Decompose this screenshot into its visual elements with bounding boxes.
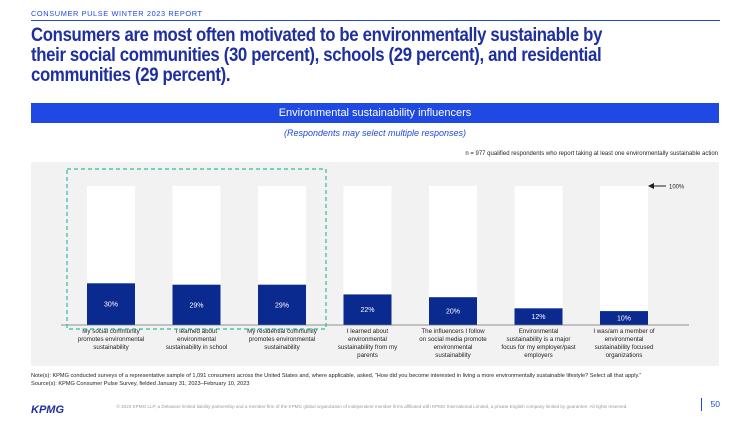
category-label: I learned about environmental sustainabili…: [338, 328, 398, 359]
footnote: Note(s): KPMG conducted surveys of a rep…: [31, 372, 641, 388]
category-label-line: The influencers I follow: [421, 328, 485, 335]
category-label-line: promotes environmental: [249, 336, 315, 343]
category-label-line: I learned about: [176, 328, 218, 335]
category-label-line: sustainability in school: [166, 344, 228, 351]
category-label: My social community promotes environmenta…: [78, 328, 144, 351]
category-label: I learned about environmental sustainabili…: [166, 328, 228, 351]
bar: [600, 311, 648, 325]
bar-track: [514, 186, 563, 325]
logo-text: KPMG: [31, 404, 64, 415]
category-label-line: sustainability: [93, 344, 129, 351]
bar-value-label: 20%: [446, 309, 460, 316]
footnote-note: Note(s): KPMG conducted surveys of a rep…: [31, 373, 642, 379]
reference-label: 100%: [669, 185, 685, 191]
bar-value-label: 29%: [189, 302, 203, 309]
category-label-line: environmental: [177, 336, 216, 343]
footnote-source: Source(s): KPMG Consumer Pulse Survey, f…: [31, 381, 250, 387]
category-label-line: sustainability focused: [595, 344, 654, 351]
bar-value-label: 22%: [360, 307, 374, 314]
bar: [514, 308, 563, 325]
category-label-line: sustainability is a major: [507, 336, 571, 343]
kpmg-logo: KPMG: [31, 402, 71, 420]
category-label-line: focus for my employer/past: [501, 344, 576, 351]
category-label-line: Environmental: [519, 328, 559, 335]
category-label-line: sustainability: [264, 344, 300, 351]
category-label: I was/am a member of environmental sustain…: [593, 328, 654, 359]
category-label-line: sustainability: [435, 352, 471, 359]
category-label-line: promotes environmental: [78, 336, 144, 343]
category-label: Environmental sustainability is a major fo…: [501, 328, 576, 359]
category-label-line: My social community: [82, 328, 140, 335]
category-label-line: My residential community: [247, 328, 318, 335]
bar: [343, 294, 392, 325]
category-label: My residential community promotes environ…: [247, 328, 318, 351]
bar: [172, 284, 221, 325]
chart-title-banner: Environmental sustainability influencers: [31, 103, 719, 123]
category-label-line: environmental: [434, 344, 473, 351]
bar-value-label: 30%: [104, 302, 118, 309]
category-label-line: organizations: [606, 352, 643, 359]
category-label-line: on social media promote: [419, 336, 487, 343]
sample-note: n = 977 qualified respondents who report…: [465, 151, 718, 157]
category-label-line: environmental: [605, 336, 644, 343]
copyright-text: © 2023 KPMG LLP, a Delaware limited liab…: [116, 404, 628, 409]
category-label-line: employers: [524, 352, 553, 359]
bar-value-label: 12%: [531, 314, 545, 321]
page-number: 50: [710, 399, 720, 409]
bar-value-label: 10%: [617, 316, 631, 323]
bar: [258, 284, 306, 325]
chart-subtitle: (Respondents may select multiple respons…: [283, 128, 467, 138]
bar: [87, 283, 135, 325]
page-divider: [701, 398, 702, 411]
report-kicker: CONSUMER PULSE WINTER 2023 REPORT: [31, 9, 203, 18]
category-label: The influencers I follow on social media …: [419, 328, 487, 359]
category-label-line: environmental: [348, 336, 387, 343]
page-headline: Consumers are most often motivated to be…: [31, 24, 603, 86]
bar-value-label: 29%: [275, 302, 289, 309]
category-label-line: parents: [357, 352, 378, 359]
bar-track: [600, 186, 648, 325]
category-label-line: sustainability from my: [338, 344, 398, 351]
reference-arrow-head: [648, 183, 654, 189]
category-label-line: I was/am a member of: [593, 328, 654, 335]
highlight-box: [66, 168, 327, 330]
bar: [429, 297, 477, 325]
top-rule: [31, 20, 720, 21]
category-label-line: I learned about: [347, 328, 389, 335]
